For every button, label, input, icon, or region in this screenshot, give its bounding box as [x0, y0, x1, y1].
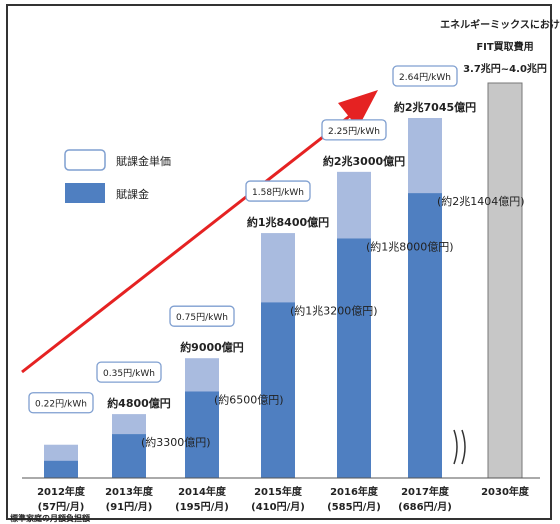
unit-price-box-2 — [169, 305, 235, 327]
unit-price-label-4: 2.25円/kWh — [328, 126, 380, 137]
trend-arrow — [21, 90, 378, 374]
legend-label-unit-price: 賦課金単価 — [116, 154, 171, 168]
x-tick-label-3: 2015年度 — [254, 485, 303, 498]
unit-price-box-0 — [28, 392, 94, 414]
bar-unit-price-portion-1 — [112, 414, 146, 435]
total-label-5: 約2兆7045億円 — [394, 100, 476, 114]
fit-title-line1: エネルギーミックスにおける — [440, 18, 560, 31]
legend-swatch-levy — [65, 183, 105, 203]
x-tick-label-5: 2017年度 — [401, 485, 450, 498]
unit-price-box-3 — [245, 180, 311, 202]
axis-break-mark — [453, 429, 466, 465]
unit-price-label-3: 1.58円/kWh — [252, 187, 304, 198]
unit-price-box-5 — [392, 65, 458, 87]
unit-price-label-1: 0.35円/kWh — [103, 368, 155, 379]
unit-price-label-0: 0.22円/kWh — [35, 399, 87, 410]
legend-label-levy: 賦課金 — [116, 187, 149, 201]
fit-range-label: 3.7兆円~4.0兆円 — [463, 62, 547, 75]
household-burden-label-5: (686円/月) — [398, 501, 452, 513]
bar-unit-price-portion-4 — [337, 171, 371, 239]
bar-levy-2 — [185, 391, 219, 478]
x-tick-label-1: 2013年度 — [105, 485, 154, 498]
bar-levy-0 — [44, 460, 78, 478]
bar-levy-4 — [337, 238, 371, 478]
bar-unit-price-portion-2 — [185, 358, 219, 392]
bar-unit-price-portion-0 — [44, 444, 78, 461]
fit-2030-annotation: エネルギーミックスにおける FIT買取費用 3.7兆円~4.0兆円 — [440, 18, 560, 75]
household-burden-label-0: (57円/月) — [38, 501, 85, 513]
footnote: 標準家庭の月額負担額 — [10, 513, 90, 523]
total-label-1: 約4800億円 — [107, 396, 171, 410]
levy-label-5: (約2兆1404億円) — [437, 194, 525, 208]
total-label-2: 約9000億円 — [180, 340, 244, 354]
total-label-4: 約2兆3000億円 — [323, 154, 405, 168]
legend-swatch-unit-price — [64, 149, 106, 171]
household-burden-label-4: (585円/月) — [327, 501, 381, 513]
x-tick-label-4: 2016年度 — [330, 485, 379, 498]
household-burden-label-1: (91円/月) — [106, 501, 153, 513]
bars-layer — [44, 82, 523, 479]
legend: 賦課金単価 賦課金 — [64, 149, 171, 203]
unit-price-box-1 — [96, 361, 162, 383]
levy-label-3: (約1兆3200億円) — [290, 303, 378, 317]
unit-price-label-2: 0.75円/kWh — [176, 312, 228, 323]
bar-levy-1 — [112, 434, 146, 478]
levy-label-2: (約6500億円) — [214, 392, 284, 406]
x-tick-label-0: 2012年度 — [37, 485, 86, 498]
x-labels-layer: 2012年度 (57円/月) 2013年度 (91円/月) 2014年度 (195円/月)… — [37, 485, 530, 513]
bar-levy-3 — [261, 302, 295, 478]
unit-price-label-5: 2.64円/kWh — [399, 72, 451, 83]
household-burden-label-3: (410円/月) — [251, 501, 305, 513]
total-label-3: 約1兆8400億円 — [247, 215, 329, 229]
x-tick-label-2: 2014年度 — [178, 485, 227, 498]
bar-fit-2030 — [487, 82, 523, 479]
levy-label-4: (約1兆8000億円) — [366, 239, 454, 253]
fit-title-line2: FIT買取費用 — [476, 40, 533, 53]
bar-unit-price-portion-3 — [261, 233, 295, 303]
bar-unit-price-portion-5 — [408, 118, 442, 194]
bar-levy-5 — [408, 193, 442, 478]
labels-layer: 0.22円/kWh 0.35円/kWh 約4800億円 (約3300億円) 0.75円/… — [28, 65, 525, 449]
household-burden-label-2: (195円/月) — [175, 501, 229, 513]
unit-price-box-4 — [321, 119, 387, 141]
levy-label-1: (約3300億円) — [141, 435, 211, 449]
x-tick-label-6: 2030年度 — [481, 485, 530, 498]
